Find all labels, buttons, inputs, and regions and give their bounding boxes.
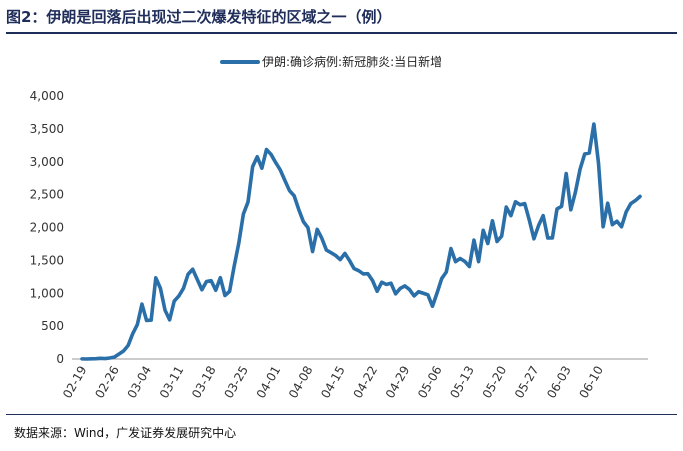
title-divider bbox=[6, 32, 677, 34]
x-tick-label: 05-06 bbox=[415, 364, 445, 401]
footer-divider bbox=[6, 414, 677, 415]
y-tick-label: 3,500 bbox=[30, 122, 64, 136]
x-tick-label: 04-15 bbox=[318, 364, 348, 401]
x-tick-label: 04-08 bbox=[286, 364, 316, 401]
x-tick-label: 03-18 bbox=[189, 364, 219, 401]
x-tick-label: 04-22 bbox=[351, 364, 381, 401]
legend-label: 伊朗:确诊病例:新冠肺炎:当日新增 bbox=[262, 54, 442, 69]
x-tick-label: 04-29 bbox=[383, 364, 413, 401]
x-tick-label: 02-26 bbox=[92, 364, 122, 401]
y-tick-label: 2,500 bbox=[30, 188, 64, 202]
line-chart: 伊朗:确诊病例:新冠肺炎:当日新增 0 500 1,000 1,500 2,000 2,5… bbox=[30, 54, 648, 401]
x-tick-label: 06-03 bbox=[544, 364, 574, 401]
y-tick-label: 2,000 bbox=[30, 221, 64, 235]
y-tick-label: 0 bbox=[56, 352, 64, 366]
y-tick-label: 500 bbox=[41, 319, 64, 333]
chart-title: 图2：伊朗是回落后出现过二次爆发特征的区域之一（例） bbox=[6, 8, 392, 26]
y-axis: 0 500 1,000 1,500 2,000 2,500 3,000 3,500 4,000 bbox=[30, 89, 64, 366]
y-tick-label: 3,000 bbox=[30, 155, 64, 169]
x-tick-label: 04-01 bbox=[254, 364, 284, 401]
y-tick-label: 4,000 bbox=[30, 89, 64, 103]
x-tick-label: 03-25 bbox=[221, 364, 251, 401]
x-tick-label: 03-04 bbox=[125, 364, 155, 401]
x-tick-label: 05-20 bbox=[480, 364, 510, 401]
legend: 伊朗:确诊病例:新冠肺炎:当日新增 bbox=[220, 54, 442, 69]
x-tick-label: 06-10 bbox=[577, 364, 607, 401]
x-axis: 02-19 02-26 03-04 03-11 03-18 03-25 04-01 04-08… bbox=[60, 364, 606, 401]
x-tick-label: 02-19 bbox=[60, 364, 90, 401]
series-line bbox=[80, 122, 642, 361]
y-tick-label: 1,500 bbox=[30, 253, 64, 267]
x-tick-label: 03-11 bbox=[157, 364, 187, 401]
x-tick-label: 05-13 bbox=[447, 364, 477, 401]
x-tick-label: 05-27 bbox=[512, 364, 542, 401]
source-note: 数据来源：Wind，广发证券发展研究中心 bbox=[14, 426, 237, 440]
y-tick-label: 1,000 bbox=[30, 286, 64, 300]
